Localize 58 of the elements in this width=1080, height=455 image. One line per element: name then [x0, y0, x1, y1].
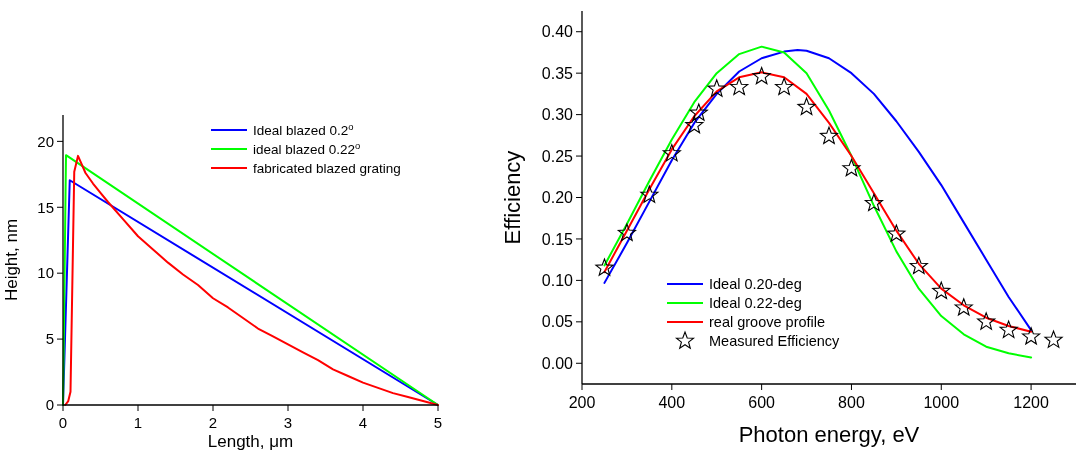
point [977, 312, 996, 330]
point [689, 103, 708, 121]
point [954, 298, 973, 316]
legend-label: real groove profile [709, 314, 826, 331]
x-tick-label: 1200 [1013, 394, 1049, 411]
point [819, 126, 839, 144]
y-tick-label: 0.20 [541, 189, 574, 207]
point [797, 97, 816, 115]
x-tick-label: 1 [133, 414, 143, 431]
point [752, 66, 771, 85]
point [640, 185, 659, 203]
x-tick-label: 200 [568, 394, 596, 411]
y-tick-label: 20 [37, 132, 54, 150]
y-tick-label: 0.30 [541, 106, 574, 124]
point [707, 79, 726, 97]
point [932, 281, 951, 299]
point [774, 77, 794, 96]
x-tick-label: 400 [658, 394, 686, 411]
legend-label: ideal blazed 0.22$^{o}$ [253, 139, 361, 157]
point [662, 144, 681, 162]
y-tick-label: 0.15 [541, 230, 574, 248]
x-tick-label: 4 [358, 414, 368, 431]
y-tick-label: 0.05 [541, 313, 574, 331]
y-tick-label: 0.40 [541, 23, 574, 41]
x-tick-label: 5 [433, 414, 443, 431]
point [595, 258, 614, 276]
y-tick-label: 15 [37, 198, 54, 216]
y-tick-label: 0.35 [541, 64, 574, 82]
x-axis-title: Photon energy, eV [738, 422, 920, 447]
y-tick-label: 10 [37, 264, 54, 282]
x-axis-title: Length, μm [207, 432, 294, 451]
point [617, 223, 637, 241]
legend-label: Ideal 0.20-deg [709, 276, 802, 293]
legend-label: Measured Efficiency [709, 333, 841, 350]
y-tick-label: 0.10 [541, 271, 574, 289]
point [842, 158, 861, 177]
point [1021, 327, 1041, 345]
y-tick-label: 0.00 [541, 354, 574, 372]
y-tick-label: 5 [45, 330, 54, 348]
point [864, 193, 884, 212]
point [685, 115, 704, 134]
x-tick-label: 0 [58, 414, 68, 431]
legend-label: Ideal blazed 0.2$^{o}$ [253, 120, 354, 138]
x-tick-label: 3 [283, 414, 293, 431]
point [887, 224, 906, 242]
x-tick-label: 800 [838, 394, 865, 411]
point [999, 320, 1018, 338]
x-tick-label: 2 [208, 414, 218, 431]
y-axis-title: Height, nm [2, 218, 21, 302]
legend-label: fabricated blazed grating [253, 160, 401, 176]
x-tick-label: 600 [748, 394, 776, 411]
x-tick-label: 1000 [923, 394, 960, 411]
legend-label: Ideal 0.22-deg [709, 295, 802, 312]
point [909, 256, 928, 275]
point [1044, 330, 1063, 348]
y-tick-label: 0.25 [541, 147, 574, 165]
y-axis-title: Efficiency [500, 150, 525, 245]
point [730, 77, 749, 96]
